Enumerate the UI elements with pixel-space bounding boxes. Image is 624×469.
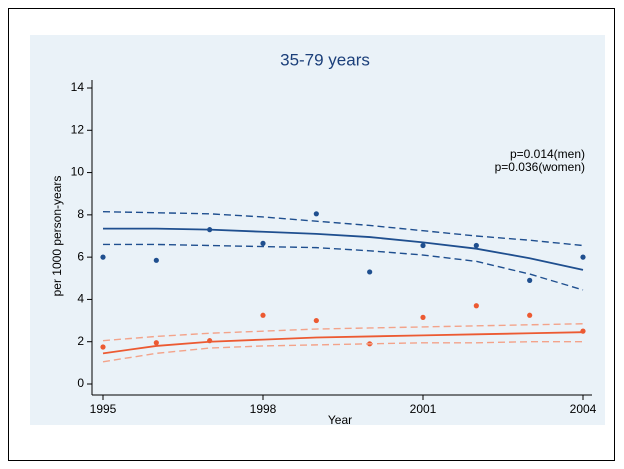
fit-line	[102, 331, 584, 355]
y-axis-label: per 1000 person-years	[50, 176, 64, 297]
x-tick-label: 1998	[250, 402, 277, 416]
annotation: p=0.014(men)	[510, 147, 585, 161]
data-point	[473, 242, 479, 249]
data-point	[260, 240, 266, 246]
data-point	[313, 317, 319, 324]
data-point	[580, 254, 586, 260]
data-point	[260, 312, 266, 318]
y-tick-label: 10	[71, 165, 85, 179]
y-tick-label: 6	[77, 249, 84, 263]
y-tick-label: 4	[77, 292, 84, 306]
x-tick-label: 2004	[570, 402, 597, 416]
x-axis-label: Year	[328, 413, 352, 427]
y-tick-label: 0	[77, 376, 84, 390]
chart-title: 35-79 years	[280, 50, 370, 69]
ci-line	[102, 341, 583, 363]
ci-line	[102, 323, 584, 342]
ci-line	[103, 243, 584, 291]
ci-line	[102, 210, 584, 247]
data-point	[527, 312, 533, 318]
data-point	[527, 277, 533, 283]
fit-line	[103, 227, 584, 271]
x-tick-label: 2001	[410, 402, 437, 416]
panel	[30, 35, 605, 425]
data-point	[420, 314, 426, 320]
y-tick-label: 2	[77, 334, 84, 348]
y-tick-label: 8	[77, 207, 84, 221]
y-tick-label: 12	[71, 122, 85, 136]
x-tick-label: 1995	[90, 402, 117, 416]
data-point	[153, 257, 159, 263]
data-point	[100, 344, 106, 350]
data-point	[313, 211, 319, 217]
y-tick-label: 14	[71, 80, 85, 94]
data-point	[367, 269, 373, 275]
data-point	[153, 340, 159, 346]
data-point	[100, 254, 106, 260]
data-point	[473, 303, 479, 309]
data-point	[420, 242, 426, 249]
annotation: p=0.036(women)	[495, 160, 585, 174]
